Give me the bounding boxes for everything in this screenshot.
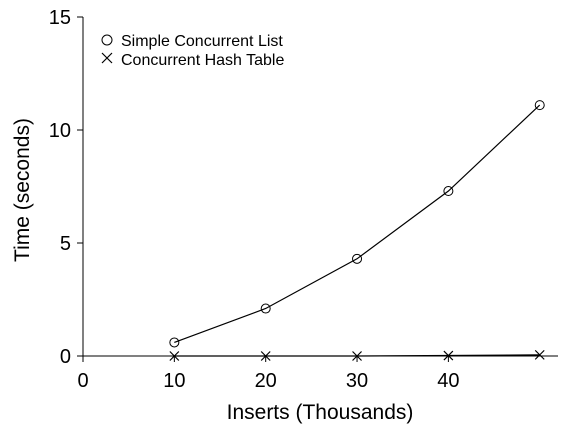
data-point-circle bbox=[169, 337, 180, 348]
series bbox=[169, 100, 545, 361]
x-tick-label: 10 bbox=[163, 370, 185, 392]
legend-circle-marker-icon bbox=[101, 34, 113, 46]
data-point-x bbox=[169, 351, 180, 361]
y-tick-label: 15 bbox=[49, 7, 71, 29]
y-axis-title: Time (seconds) bbox=[11, 118, 34, 262]
data-point-x bbox=[260, 351, 271, 361]
legend-label: Simple Concurrent List bbox=[121, 33, 283, 50]
legend-x-marker-icon bbox=[101, 52, 113, 64]
legend: Simple Concurrent List Concurrent Hash T… bbox=[101, 33, 284, 69]
x-axis-title: Inserts (Thousands) bbox=[227, 401, 414, 424]
series-concurrent-hash-table bbox=[169, 349, 545, 361]
x-tick-label: 40 bbox=[437, 370, 459, 392]
data-point-x bbox=[534, 349, 545, 360]
x-tick-label: 20 bbox=[255, 370, 277, 392]
x-tick-label: 30 bbox=[346, 370, 368, 392]
ticks: 0 5 10 15 0 10 20 30 40 bbox=[49, 7, 460, 392]
legend-label: Concurrent Hash Table bbox=[121, 52, 284, 69]
data-point-x bbox=[352, 351, 362, 361]
y-tick-label: 10 bbox=[49, 120, 71, 142]
data-point-circle bbox=[534, 100, 545, 111]
data-point-x bbox=[443, 350, 454, 361]
legend-item-simple-concurrent-list: Simple Concurrent List bbox=[101, 33, 283, 50]
series-line bbox=[174, 104, 541, 343]
data-point-circle bbox=[352, 253, 363, 264]
data-point-circle bbox=[443, 186, 454, 197]
series-simple-concurrent-list bbox=[169, 100, 545, 348]
x-tick-label: 0 bbox=[77, 370, 88, 392]
legend-item-concurrent-hash-table: Concurrent Hash Table bbox=[101, 52, 284, 69]
data-point-circle bbox=[260, 303, 271, 314]
y-tick-label: 5 bbox=[60, 233, 71, 255]
y-tick-label: 0 bbox=[60, 346, 71, 368]
